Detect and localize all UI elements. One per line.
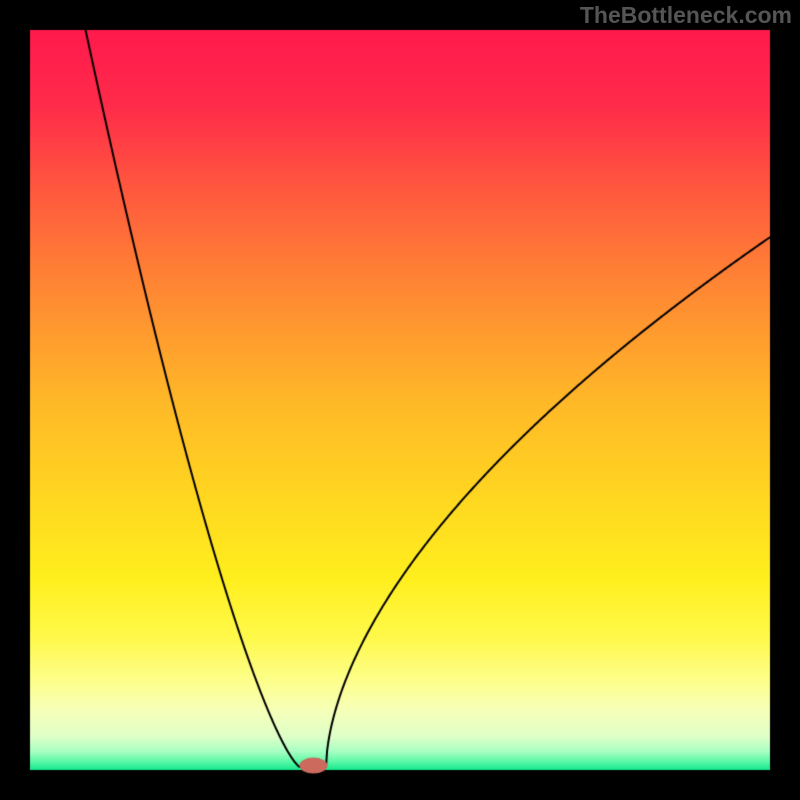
watermark-text: TheBottleneck.com (580, 2, 792, 29)
bottleneck-curve-chart (0, 0, 800, 800)
chart-container: TheBottleneck.com (0, 0, 800, 800)
